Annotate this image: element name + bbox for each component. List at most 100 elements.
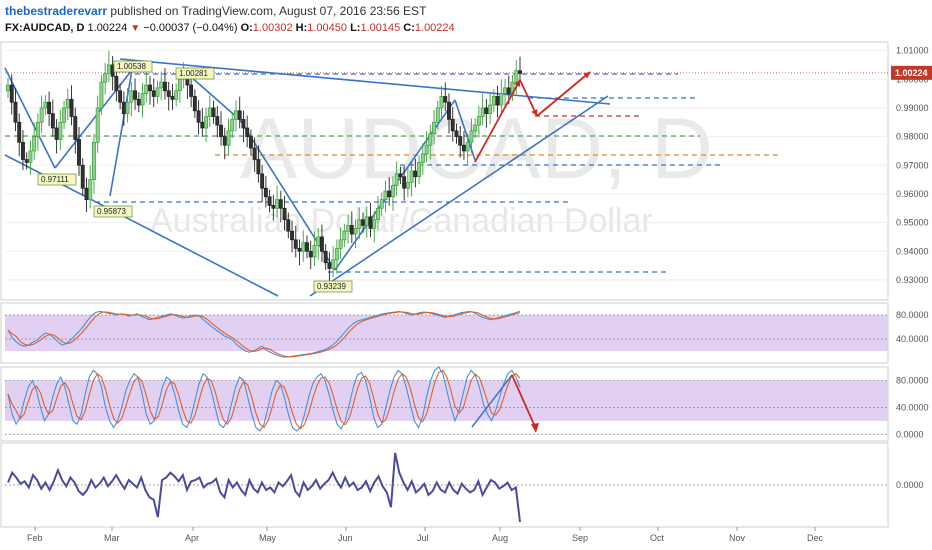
arrow-up-2-head: [583, 72, 590, 79]
candle-body: [106, 64, 111, 74]
candle-body: [47, 101, 52, 115]
candle-body: [458, 136, 463, 146]
chart-header: thebestraderevarr published on TradingVi…: [0, 0, 932, 40]
candle-body: [301, 242, 306, 252]
arrow-up-2: [536, 71, 591, 117]
candle-body: [297, 248, 302, 252]
candle-body: [282, 207, 287, 221]
ohlc-line: FX:AUDCAD, D 1.00224 ▼ −0.00037 (−0.04%)…: [5, 22, 455, 34]
author-link[interactable]: thebestraderevarr: [5, 4, 108, 18]
arrow-up-1-head: [514, 80, 520, 87]
low-value: 1.00145: [360, 22, 401, 34]
candle-body: [80, 164, 85, 189]
candle-body: [454, 130, 459, 137]
month-label: May: [259, 533, 277, 543]
candle-body: [518, 70, 522, 74]
candle-body: [417, 162, 422, 178]
callout-box: [93, 205, 133, 218]
candle-body: [20, 141, 25, 160]
candle-body: [353, 227, 358, 235]
candle-body: [286, 219, 291, 232]
candle-body: [484, 107, 489, 115]
candle-body: [204, 116, 209, 129]
callout-label: 0.95873: [97, 207, 126, 216]
callout-label: 0.93239: [317, 282, 346, 291]
month-label: Dec: [807, 533, 824, 543]
month-label: Apr: [185, 533, 199, 543]
candle-body: [327, 262, 332, 269]
candle-body: [24, 159, 29, 163]
candle-body: [488, 104, 493, 115]
candle-body: [290, 230, 294, 241]
arrow-down-1-head: [531, 109, 538, 116]
open-value: 1.00302: [252, 22, 293, 34]
candle-body: [405, 182, 410, 189]
candle-body: [62, 107, 67, 123]
overbought-band: [5, 315, 888, 351]
candle-body: [312, 245, 317, 258]
candle-body: [256, 159, 261, 175]
candle-body: [241, 119, 246, 129]
candle-body: [305, 242, 309, 252]
candle-body: [114, 76, 119, 92]
callout-label: 0.97111: [41, 175, 69, 184]
symbol-label[interactable]: FX:AUDCAD, D: [5, 22, 85, 34]
candle-body: [447, 101, 451, 120]
panel-tick-label: 40.0000: [896, 402, 929, 412]
candle-body: [170, 96, 175, 100]
candle-body: [35, 121, 40, 137]
candle-body: [136, 98, 141, 106]
candle-body: [271, 205, 276, 209]
price-tick-label: 0.99000: [896, 103, 929, 113]
candle-body: [361, 219, 365, 226]
open-label: O:: [240, 22, 253, 34]
candle-body: [215, 116, 220, 126]
price-callouts: 1.00538 1.00281 0.97111 0.95873 0.93239: [37, 60, 353, 293]
watermark-symbol: AUDCAD, D: [240, 101, 713, 197]
panel-tick-label: 0.0000: [896, 480, 924, 490]
arrow-up-1: [474, 79, 521, 163]
current-price-label: 1.00224: [895, 68, 928, 78]
callout-box: [175, 67, 215, 80]
candle-body: [413, 170, 418, 178]
stoch-red-arrow-head: [531, 423, 539, 433]
month-label: Sep: [572, 533, 588, 543]
low-label: L:: [350, 22, 361, 34]
candle-body: [263, 187, 268, 198]
candle-body: [133, 90, 138, 100]
candle-body: [450, 119, 455, 132]
candle-body: [402, 176, 407, 189]
candle-body: [443, 96, 448, 103]
price-change: −0.00037 (−0.04%): [143, 22, 238, 34]
price-tick-label: 1.01000: [896, 46, 929, 56]
candle-body: [390, 184, 395, 198]
panel-tick-label: 0.0000: [896, 429, 924, 439]
candle-body: [99, 81, 104, 109]
candle-body: [319, 236, 324, 252]
candle-body: [129, 90, 134, 103]
candle-body: [499, 93, 504, 106]
stochrsi-d-line: [7, 311, 521, 358]
candle-body: [151, 90, 156, 97]
candle-body: [420, 153, 425, 163]
callout-label: 1.00538: [117, 62, 146, 71]
candle-body: [196, 110, 201, 123]
candle-body: [379, 199, 384, 209]
publish-line: thebestraderevarr published on TradingVi…: [5, 4, 426, 18]
candle-body: [308, 250, 313, 258]
arrow-down-1: [519, 79, 538, 117]
candle-body: [219, 124, 223, 137]
candle-body: [222, 136, 227, 146]
candle-body: [50, 113, 55, 129]
candle-body: [13, 101, 18, 123]
time-axis: Feb Mar Apr May Jun Jul Aug Sep Oct Nov Dec: [27, 527, 824, 543]
candle-body: [159, 81, 164, 89]
panel-frame-3: [0, 442, 889, 528]
candle-body: [461, 144, 466, 152]
candle-body: [465, 141, 470, 152]
candle-body: [267, 196, 272, 206]
candle-body: [32, 136, 37, 152]
candle-body: [248, 136, 253, 149]
candle-body: [118, 90, 123, 103]
